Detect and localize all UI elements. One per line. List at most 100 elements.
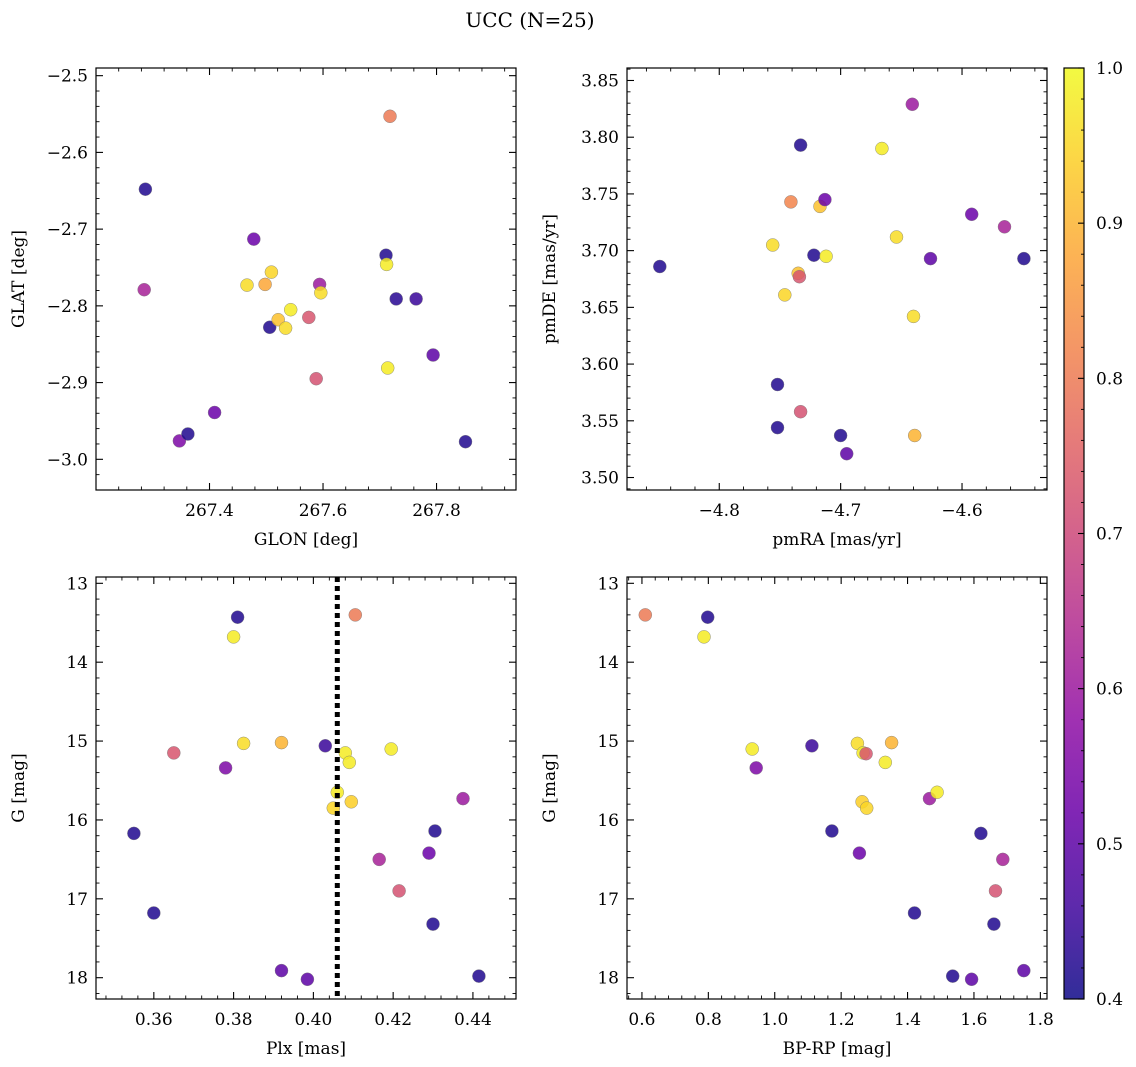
x-axis-label: BP-RP [mag] (783, 1039, 892, 1059)
scatter-point (766, 238, 780, 252)
scatter-point (697, 630, 711, 644)
axes-frame (95, 67, 517, 491)
x-tick-label: 0.38 (215, 1010, 253, 1030)
y-tick-label: 13 (66, 574, 88, 594)
scatter-point (965, 207, 979, 222)
y-axis-label: G [mag] (540, 753, 560, 822)
scatter-point (247, 232, 261, 246)
scatter-point (770, 377, 785, 392)
colorbar-tick-label: 0.7 (1096, 525, 1123, 545)
y-tick-label: 18 (66, 969, 88, 989)
y-tick-label: −3.0 (47, 450, 88, 470)
x-tick-label: 0.8 (695, 1010, 722, 1030)
colorbar-tick-label: 0.6 (1096, 680, 1123, 700)
scatter-point (137, 283, 151, 297)
scatter-point (793, 405, 808, 419)
scatter-point (342, 755, 356, 770)
x-axis-label: Plx [mas] (266, 1039, 346, 1059)
x-tick-label: −4.6 (941, 501, 982, 521)
scatter-point (207, 405, 222, 420)
y-axis-label: GLAT [deg] (9, 230, 29, 328)
scatter-point (906, 309, 921, 324)
scatter-point (138, 182, 153, 196)
scatter-point (240, 278, 254, 292)
scatter-point (907, 906, 922, 920)
scatter-point (889, 230, 904, 244)
y-tick-label: 18 (597, 969, 619, 989)
scatter-point (274, 735, 289, 750)
scatter-point (236, 736, 251, 751)
scatter-point (218, 761, 233, 775)
scatter-point (833, 428, 848, 443)
scatter-point (859, 747, 873, 761)
scatter-point (792, 270, 807, 284)
y-tick-label: 3.50 (581, 469, 619, 489)
y-tick-label: 15 (597, 732, 619, 752)
scatter-point (793, 138, 808, 152)
scatter-point (274, 963, 289, 978)
x-tick-label: 1.6 (960, 1010, 987, 1030)
scatter-point (318, 739, 332, 753)
scatter-point (181, 427, 195, 441)
y-tick-label: 16 (66, 811, 88, 831)
y-tick-label: 13 (597, 574, 619, 594)
scatter-point (344, 795, 358, 809)
scatter-point (384, 742, 398, 756)
scatter-point (309, 372, 323, 386)
scatter-point (818, 192, 832, 207)
y-tick-label: 3.55 (581, 412, 619, 432)
y-tick-label: 16 (597, 811, 619, 831)
scatter-point (392, 884, 406, 898)
scatter-panel-1: 267.4 267.6 267.8 −2.5 −2.6 −2.7 −2.8 −2.9 −3.0 G… (9, 67, 517, 550)
x-tick-label: 1.2 (828, 1010, 855, 1030)
y-tick-label: −2.7 (47, 220, 88, 240)
scatter-point (383, 109, 397, 124)
scatter-point (147, 906, 161, 920)
y-tick-label: 3.65 (581, 298, 619, 318)
scatter-point (784, 195, 798, 209)
x-tick-label: 267.4 (185, 501, 234, 521)
x-tick-label: 267.8 (412, 501, 461, 521)
scatter-point (1017, 251, 1031, 266)
scatter-panel-2: −4.8 −4.7 −4.6 3.50 3.55 3.60 3.65 3.70 3.75 3.80… (540, 67, 1048, 550)
y-tick-label: −2.6 (47, 143, 88, 163)
scatter-point (422, 846, 436, 860)
scatter-point (278, 321, 293, 335)
x-tick-label: −4.8 (699, 501, 740, 521)
scatter-point (472, 969, 486, 983)
y-tick-label: 3.75 (581, 185, 619, 205)
scatter-point (379, 257, 394, 272)
scatter-point (372, 852, 386, 867)
scatter-point (638, 608, 652, 622)
scatter-point (908, 428, 922, 443)
y-tick-label: 15 (66, 732, 88, 752)
colorbar-tick-label: 0.5 (1096, 835, 1123, 855)
y-tick-label: −2.5 (47, 67, 88, 87)
scatter-point (167, 746, 181, 760)
colorbar-tick-label: 0.4 (1096, 990, 1123, 1010)
scatter-point (302, 310, 316, 325)
scatter-point (988, 884, 1003, 898)
scatter-point (878, 755, 892, 770)
scatter-point (987, 917, 1001, 931)
scatter-point (749, 761, 763, 775)
colorbar-tick-label: 1.0 (1096, 59, 1123, 79)
colorbar-tick-label: 0.9 (1096, 214, 1123, 234)
scatter-point (825, 824, 839, 838)
scatter-point (778, 288, 792, 302)
y-tick-label: 14 (66, 653, 88, 673)
scatter-point (996, 852, 1010, 867)
x-tick-label: −4.7 (820, 501, 861, 521)
scatter-point (860, 801, 874, 815)
scatter-point (458, 435, 473, 449)
scatter-point (807, 248, 821, 262)
scatter-point (884, 735, 899, 750)
x-tick-label: 0.40 (294, 1010, 332, 1030)
y-tick-label: −2.9 (47, 374, 88, 394)
scatter-point (426, 348, 440, 362)
figure-title: UCC (N=25) (465, 8, 594, 32)
scatter-point (284, 303, 298, 317)
scatter-point (923, 251, 938, 266)
scatter-panel-4: 0.6 0.8 1.0 1.2 1.4 1.6 1.8 13 14 15 16 17 18 BP-RP [… (540, 574, 1054, 1059)
scatter-point (263, 320, 277, 334)
